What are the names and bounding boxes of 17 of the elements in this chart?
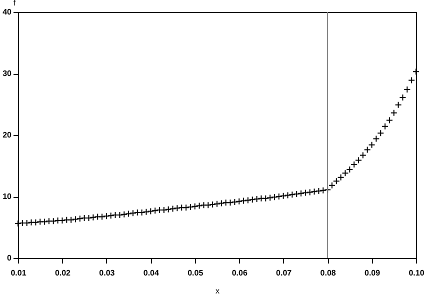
x-tick-label: 0.04 (143, 268, 160, 278)
x-tick-label: 0.07 (276, 268, 292, 278)
x-tick-label: 0.03 (99, 268, 116, 278)
x-tick-label: 0.02 (54, 268, 72, 278)
x-tick-label: 0.10 (408, 268, 425, 278)
x-tick-label: 0.01 (10, 268, 27, 278)
y-tick-label: 10 (2, 192, 12, 201)
y-axis-title: f (13, 0, 16, 8)
y-tick-label: 30 (2, 69, 12, 78)
x-tick-label: 0.06 (232, 268, 248, 278)
x-tick-label: 0.08 (320, 268, 336, 278)
x-axis-title: x (216, 286, 220, 296)
x-tick-label: 0.05 (188, 268, 204, 278)
x-tick-label: 0.09 (364, 268, 381, 278)
y-tick-label: 20 (2, 130, 12, 140)
y-tick-label: 40 (2, 8, 12, 16)
y-tick-label: 0 (7, 254, 12, 262)
